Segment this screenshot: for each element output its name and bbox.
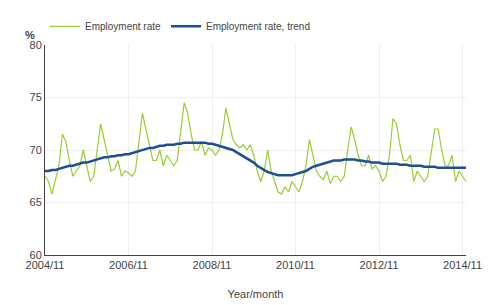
svg-text:Employment rate: Employment rate (85, 21, 161, 32)
svg-text:2008/11: 2008/11 (193, 259, 232, 271)
svg-text:%: % (25, 29, 35, 41)
svg-text:65: 65 (30, 196, 42, 208)
svg-text:2012/11: 2012/11 (360, 259, 399, 271)
svg-text:2010/11: 2010/11 (276, 259, 315, 271)
svg-text:2004/11: 2004/11 (26, 259, 65, 271)
svg-text:2006/11: 2006/11 (109, 259, 148, 271)
svg-text:70: 70 (30, 144, 42, 156)
svg-text:2014/11: 2014/11 (443, 259, 482, 271)
svg-text:Year/month: Year/month (228, 288, 284, 300)
svg-text:60: 60 (30, 249, 42, 261)
svg-text:Employment rate, trend: Employment rate, trend (206, 21, 310, 32)
svg-text:75: 75 (30, 91, 42, 103)
svg-text:80: 80 (30, 39, 42, 51)
